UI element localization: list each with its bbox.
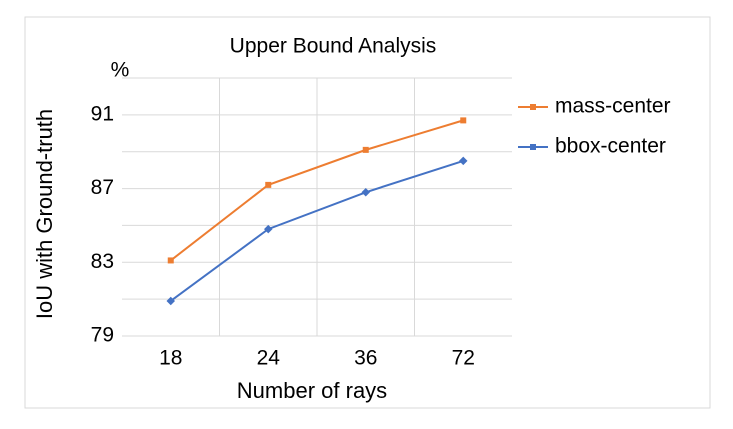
point: [362, 146, 369, 153]
x-tick-label: 18: [159, 347, 182, 370]
y-tick-label: 91: [91, 102, 114, 125]
legend-marker: [530, 104, 536, 110]
y-axis-label: IoU with Ground-truth: [32, 109, 57, 319]
series-line: [170, 119, 464, 262]
x-tick-label: 24: [257, 347, 281, 370]
y-tick-label: 83: [91, 250, 114, 273]
x-tick-label: 72: [452, 347, 475, 370]
chart-title: Upper Bound Analysis: [230, 35, 437, 58]
point: [459, 156, 468, 166]
y-tick-label: 79: [91, 324, 114, 347]
legend-label: bbox-center: [555, 135, 666, 158]
legend-label: mass-center: [555, 95, 671, 118]
legend-marker: [530, 144, 536, 150]
point: [167, 257, 174, 264]
series-line: [170, 159, 464, 302]
point: [166, 296, 175, 306]
point: [460, 117, 467, 124]
point: [361, 188, 370, 197]
x-tick-label: 36: [354, 347, 377, 370]
point: [264, 224, 273, 234]
x-axis-label: Number of rays: [237, 378, 387, 403]
chart-frame: [24, 16, 711, 409]
y-tick-label: 87: [91, 176, 114, 199]
y-unit: %: [111, 59, 130, 82]
point: [265, 181, 272, 188]
